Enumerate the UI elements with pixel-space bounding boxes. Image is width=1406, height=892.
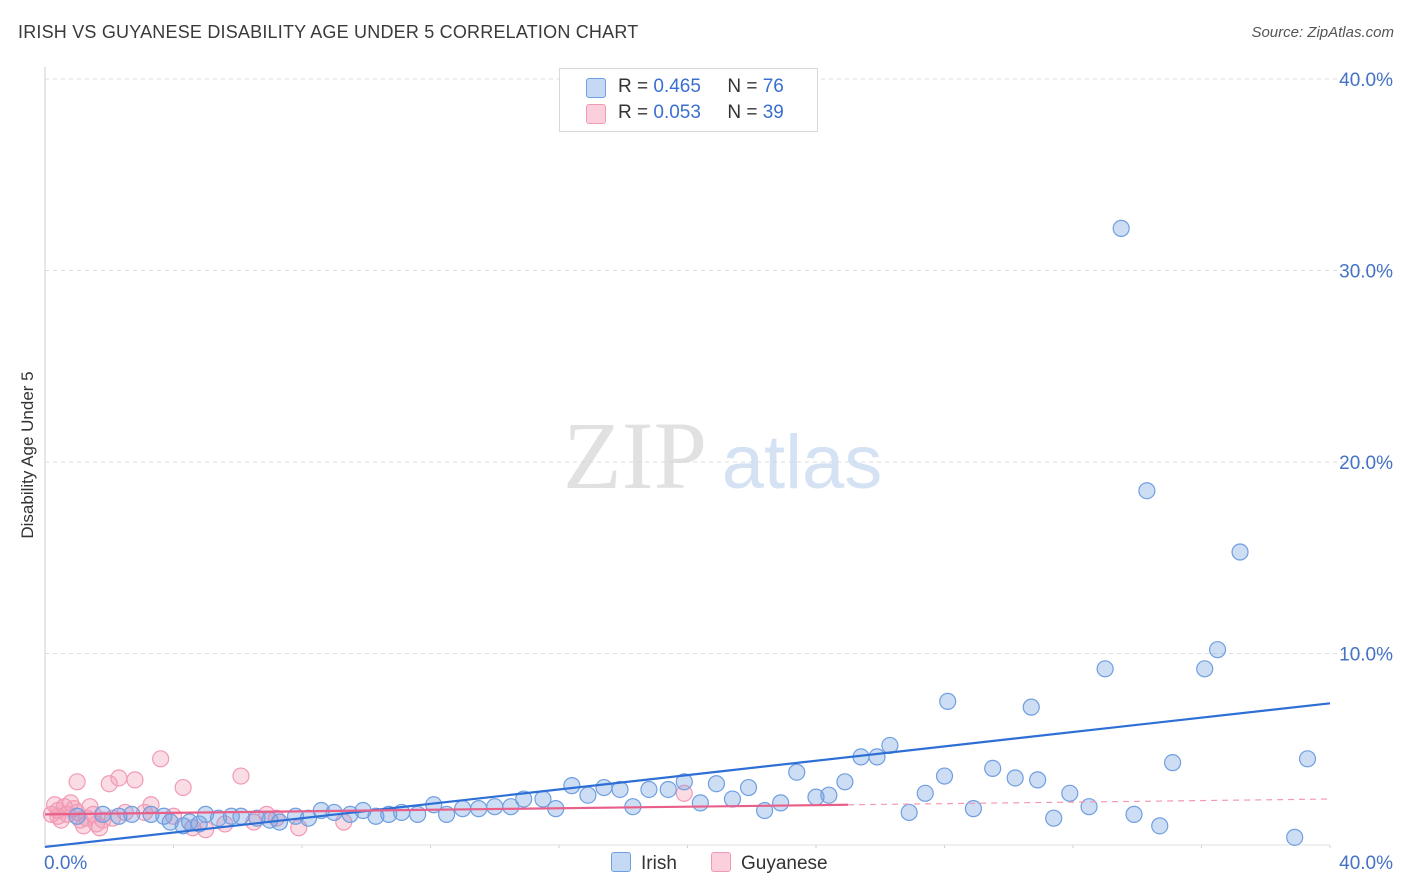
irish-point-75 [1196,660,1214,678]
irish-point-79 [1298,750,1317,768]
irish-point-67 [1080,798,1098,816]
legend-n-label: N = [727,76,758,97]
irish-point-45 [707,775,726,793]
guyanese-point-30 [232,767,250,785]
irish-point-9 [190,815,208,833]
legend-n-value: 76 [762,76,784,97]
guyanese-trend-line [44,803,849,816]
bottom-legend-swatch-irish [611,852,631,872]
irish-point-76 [1208,641,1227,659]
gridlines [45,78,1392,654]
irish-point-31 [486,798,504,816]
bottom-legend-guyanese: Guyanese [711,852,828,875]
irish-point-43 [675,773,693,791]
bottom-legend-label-irish: Irish [641,853,677,874]
irish-point-55 [868,748,886,766]
irish-point-23 [367,807,385,825]
watermark-zip: ZIP [563,402,707,509]
chart-title: IRISH VS GUYANESE DISABILITY AGE UNDER 5… [18,22,639,42]
irish-point-50 [788,763,806,781]
irish-trend-line [44,702,1331,849]
irish-point-6 [161,813,179,831]
irish-point-47 [739,778,758,797]
irish-points [68,219,1317,846]
irish-point-42 [659,780,677,799]
irish-point-71 [1125,805,1143,823]
irish-point-73 [1151,817,1169,835]
y-tick-label-1: 20.0% [1339,453,1393,474]
legend-swatch-irish [586,78,606,98]
irish-point-36 [563,777,581,795]
legend-r-value: 0.465 [653,76,701,97]
irish-point-68 [1045,809,1063,827]
irish-point-66 [1061,784,1079,802]
irish-point-2 [110,807,128,825]
irish-point-39 [611,780,629,799]
irish-point-57 [900,803,918,822]
irish-point-10 [197,805,215,823]
legend-r-label: R = [618,76,649,97]
irish-point-65 [1029,771,1047,789]
irish-point-0 [68,807,86,825]
irish-point-74 [1163,754,1182,772]
irish-point-44 [691,794,709,812]
guyanese-point-38 [49,807,67,825]
irish-point-59 [935,767,954,785]
irish-point-70 [1112,219,1130,237]
irish-point-13 [232,807,250,825]
correlation-legend: R = 0.465 N = 76 R = 0.053 N = 39 [559,68,818,132]
irish-point-37 [579,786,597,804]
source-credit: Source: ZipAtlas.com [1251,24,1394,41]
irish-point-49 [772,794,790,812]
guyanese-point-21 [126,771,144,789]
watermark-atlas: atlas [722,420,883,505]
guyanese-point-19 [110,769,128,787]
bottom-legend-swatch-guyanese [711,852,731,872]
irish-point-53 [836,773,854,791]
legend-n-value: 39 [762,102,784,123]
bottom-legend-label-guyanese: Guyanese [741,853,828,874]
irish-point-11 [209,809,228,827]
y-tick-label-2: 30.0% [1339,262,1393,283]
tick-labels: 10.0% 20.0% 30.0% 40.0% 0.0% 40.0% [44,70,1393,874]
irish-point-61 [964,800,983,818]
guyanese-point-24 [152,750,170,768]
guyanese-point-26 [174,778,192,797]
y-axis-label: Disability Age Under 5 [18,371,37,539]
irish-point-46 [723,790,742,808]
trend-lines [44,702,1331,849]
irish-point-38 [595,778,613,797]
guyanese-trend-extension [848,798,1331,806]
irish-point-32 [502,798,520,816]
irish-point-77 [1231,543,1249,561]
irish-point-78 [1286,828,1304,846]
irish-point-20 [325,803,343,822]
y-tick-label-0: 10.0% [1339,645,1393,666]
irish-point-62 [984,759,1002,778]
irish-point-63 [1006,769,1024,787]
x-tick-label-max: 40.0% [1339,853,1393,874]
legend-r-label: R = [618,102,649,123]
legend-r-value: 0.053 [653,102,701,123]
irish-point-4 [142,805,160,823]
guyanese-point-37 [68,773,86,791]
irish-point-60 [939,692,957,710]
y-tick-label-3: 40.0% [1339,70,1393,91]
irish-point-52 [820,786,838,804]
irish-point-72 [1138,482,1156,500]
irish-point-33 [515,790,533,808]
irish-point-58 [916,784,934,802]
x-tick-label-min: 0.0% [44,853,87,874]
legend-swatch-guyanese [586,104,606,124]
bottom-legend-irish: Irish [611,852,677,875]
irish-point-64 [1022,698,1040,716]
axes [44,67,1331,848]
legend-n-label: N = [727,102,758,123]
irish-point-69 [1096,660,1114,678]
irish-point-41 [640,780,658,799]
guyanese-point-17 [100,775,118,793]
